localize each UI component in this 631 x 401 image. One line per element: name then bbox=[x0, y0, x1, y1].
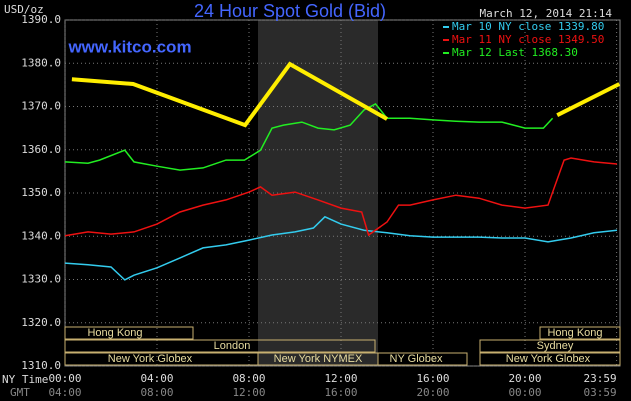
session-label: New York NYMEX bbox=[274, 353, 363, 365]
session-label: Sydney bbox=[537, 340, 574, 352]
x-tick-label: 16:00 bbox=[416, 372, 449, 385]
timestamp: March 12, 2014 21:14 bbox=[480, 7, 613, 20]
x2-tick-label: 04:00 bbox=[48, 386, 81, 399]
website: www.kitco.com bbox=[67, 37, 191, 56]
line bbox=[64, 215, 618, 281]
x2-tick-label: 03:59 bbox=[583, 386, 616, 399]
x-tick-label: 12:00 bbox=[324, 372, 357, 385]
session-label: NY Globex bbox=[390, 353, 443, 365]
x2-tick-label: 00:00 bbox=[508, 386, 541, 399]
x2-tick-label: 20:00 bbox=[416, 386, 449, 399]
y-tick-label: 1370.0 bbox=[21, 100, 61, 113]
y-tick-label: 1330.0 bbox=[21, 273, 61, 286]
x2-axis-label: GMT bbox=[10, 386, 30, 399]
session-box bbox=[64, 339, 376, 353]
grid bbox=[64, 19, 621, 367]
legend-label: Mar 12 Last 1368.30 bbox=[452, 46, 578, 59]
x-tick-label: 23:59 bbox=[583, 372, 616, 385]
y-tick-label: 1320.0 bbox=[21, 316, 61, 329]
y-tick-label: 1380.0 bbox=[21, 56, 61, 69]
x2-tick-label: 12:00 bbox=[232, 386, 265, 399]
sessions: Hong Kong Hong Kong London Sydney New Yo… bbox=[64, 326, 621, 366]
session-box bbox=[377, 352, 468, 366]
line bbox=[71, 61, 621, 128]
session-label: London bbox=[214, 340, 251, 352]
session-label: New York Globex bbox=[108, 353, 193, 365]
x-tick-label: 08:00 bbox=[232, 372, 265, 385]
legend-label: Mar 10 NY close 1339.80 bbox=[452, 20, 604, 33]
line bbox=[64, 102, 554, 171]
session-box bbox=[539, 326, 621, 340]
y-tick-label: 1360.0 bbox=[21, 143, 61, 156]
session-box bbox=[479, 352, 621, 366]
legend-label: Mar 11 NY close 1349.50 bbox=[452, 33, 604, 46]
x-axis-label: NY Time bbox=[2, 373, 48, 386]
x2-tick-label: 16:00 bbox=[324, 386, 357, 399]
session-box bbox=[479, 339, 621, 353]
x2-tick-label: 08:00 bbox=[140, 386, 173, 399]
y-tick-label: 1310.0 bbox=[21, 359, 61, 372]
x-tick-label: 20:00 bbox=[508, 372, 541, 385]
y-tick-label: 1340.0 bbox=[21, 229, 61, 242]
session-label: Hong Kong bbox=[547, 327, 602, 339]
y-tick-label: 1390.0 bbox=[21, 13, 61, 26]
y-axis-label: USD/oz bbox=[4, 3, 44, 16]
plot bbox=[64, 61, 621, 281]
session-label: Hong Kong bbox=[87, 327, 142, 339]
y-tick-label: 1350.0 bbox=[21, 186, 61, 199]
x-tick-label: 04:00 bbox=[140, 372, 173, 385]
line bbox=[64, 157, 618, 237]
chart-title: 24 Hour Spot Gold (Bid) bbox=[194, 1, 386, 21]
session-label: New York Globex bbox=[506, 353, 591, 365]
x-tick-label: 00:00 bbox=[48, 372, 81, 385]
session-box bbox=[64, 326, 194, 340]
